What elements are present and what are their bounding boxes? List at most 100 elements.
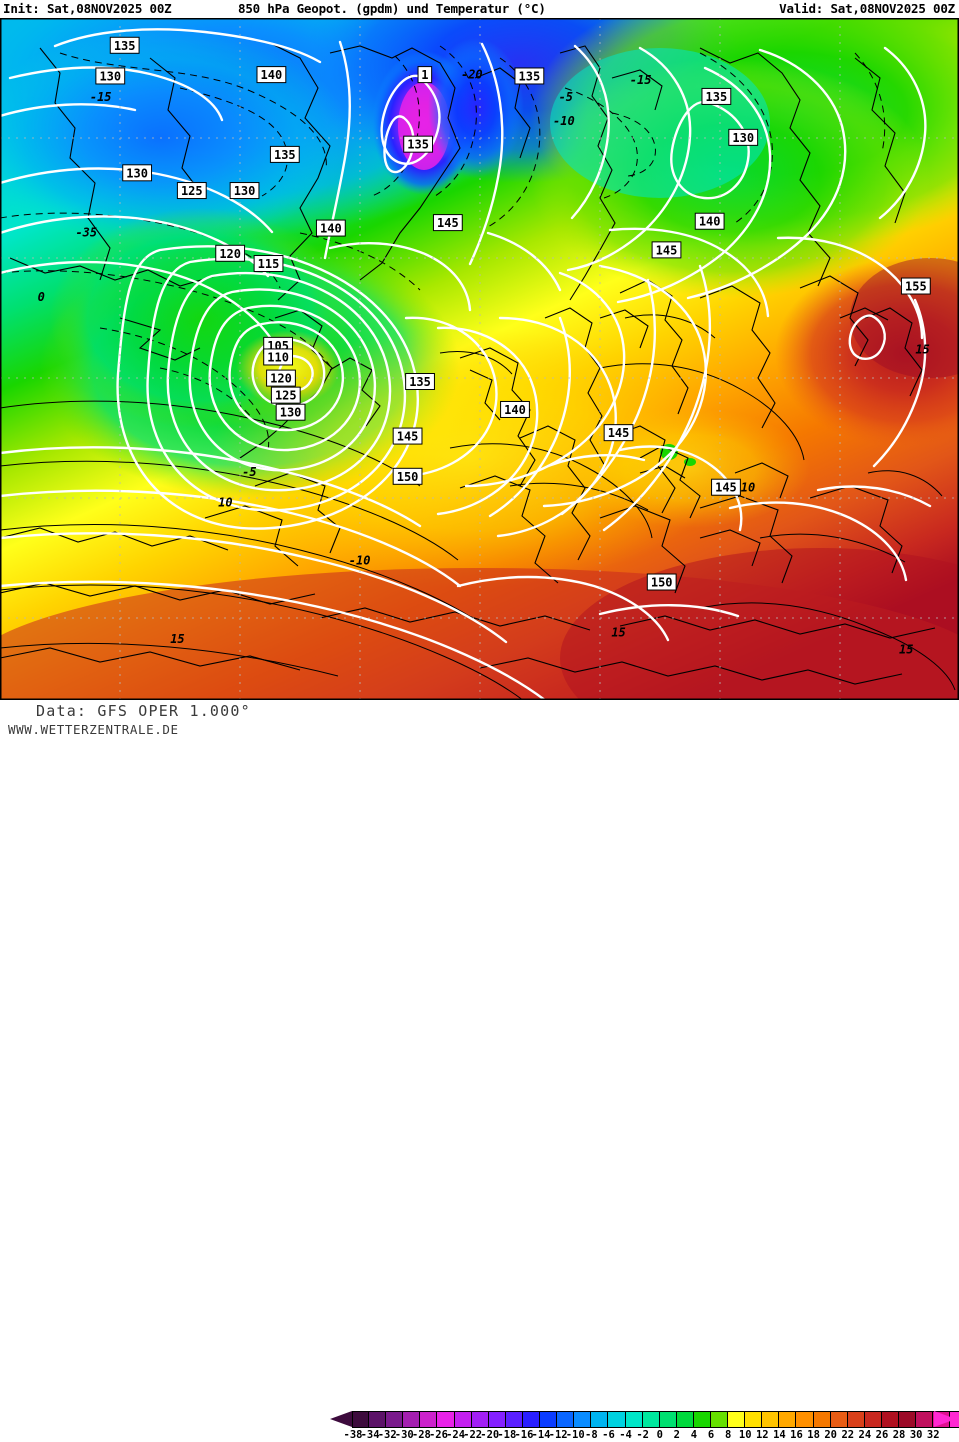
geopotential-label: 1 [417, 66, 433, 84]
svg-text:155: 155 [905, 280, 927, 294]
colorbar-tick: 6 [707, 1429, 715, 1441]
colorbar-tick: -8 [585, 1429, 598, 1441]
colorbar-swatch [386, 1411, 404, 1428]
geopotential-label: 125 [270, 386, 301, 404]
geopotential-label: 145 [392, 427, 423, 445]
svg-text:1: 1 [421, 68, 428, 82]
colorbar-tick: 26 [875, 1429, 889, 1441]
map-canvas[interactable]: 135 130 -15 140 1 -20 135 -5 -15 135 -10 135 130 135 1… [0, 18, 959, 700]
colorbar-swatch [608, 1411, 626, 1428]
geopotential-label: 120 [215, 244, 246, 262]
svg-text:-5: -5 [559, 90, 573, 104]
geopotential-label: 145 [711, 478, 741, 496]
svg-text:-10: -10 [553, 114, 575, 128]
colorbar-swatch [676, 1411, 694, 1428]
colorbar-swatch [642, 1411, 660, 1428]
colorbar-tick: -28 [411, 1429, 431, 1441]
colorbar-tick: -4 [619, 1429, 632, 1441]
svg-text:130: 130 [99, 69, 121, 83]
colorbar-swatch [505, 1411, 523, 1428]
colorbar-swatch [591, 1411, 609, 1428]
colorbar-tick: -30 [394, 1429, 414, 1441]
svg-text:135: 135 [519, 69, 541, 83]
temperature-label: 15 [899, 642, 913, 656]
colorbar-swatch [420, 1411, 438, 1428]
weather-map[interactable]: 135 130 -15 140 1 -20 135 -5 -15 135 -10 135 130 135 1… [0, 18, 959, 700]
temperature-label: 15 [611, 625, 625, 639]
colorbar-tick: -22 [463, 1429, 483, 1441]
svg-text:135: 135 [114, 39, 136, 53]
svg-text:130: 130 [234, 184, 256, 198]
colorbar-tick: 30 [909, 1429, 923, 1441]
svg-text:-15: -15 [630, 73, 652, 87]
colorbar-swatch [454, 1411, 472, 1428]
colorbar-tick: 4 [690, 1429, 698, 1441]
colorbar-tick: 22 [841, 1429, 855, 1441]
colorbar-tick-labels: -38 -34 -32 -30 -28 -26 -24 -22 -20 -18 -16 -14 -12-… [344, 1428, 950, 1442]
colorbar-tick: -20 [480, 1429, 500, 1441]
colorbar-tick: 24 [858, 1429, 872, 1441]
colorbar-swatch [557, 1411, 575, 1428]
svg-text:120: 120 [270, 372, 292, 386]
colorbar-tick: 0 [656, 1429, 663, 1441]
colorbar-swatch [437, 1411, 455, 1428]
svg-text:145: 145 [656, 243, 678, 257]
geopotential-label: 135 [405, 373, 435, 391]
geopotential-label: 135 [269, 145, 300, 163]
svg-text:145: 145 [715, 481, 737, 495]
temperature-label: -35 [75, 226, 97, 240]
temperature-label: -10 [349, 554, 371, 568]
svg-text:140: 140 [504, 403, 526, 417]
geopotential-label: 135 [403, 135, 434, 153]
svg-text:-5: -5 [242, 465, 256, 479]
svg-text:150: 150 [397, 470, 419, 484]
geopotential-label: 150 [392, 467, 423, 485]
geopotential-label: 115 [253, 255, 284, 273]
svg-text:15: 15 [170, 632, 184, 646]
colorbar-tick: 18 [807, 1429, 820, 1441]
colorbar-tick: -18 [497, 1429, 517, 1441]
geopotential-label: 155 [900, 277, 931, 295]
colorbar-tick: -16 [514, 1429, 534, 1441]
colorbar-tick: -14 [531, 1429, 551, 1441]
geopotential-label: 135 [514, 67, 545, 85]
svg-text:145: 145 [608, 426, 630, 440]
svg-text:10: 10 [218, 496, 232, 510]
chart-header: Init: Sat,08NOV2025 00Z 850 hPa Geopot. … [0, 0, 959, 18]
colorbar-tick: 8 [724, 1429, 732, 1441]
colorbar-swatch [488, 1411, 506, 1428]
svg-text:-20: -20 [461, 67, 483, 81]
colorbar-tick: 10 [738, 1429, 752, 1441]
temperature-label: 15 [915, 342, 929, 356]
svg-text:135: 135 [409, 375, 431, 389]
contour-labels: 135 130 -15 140 1 -20 135 -5 -15 135 -10 135 130 135 1… [38, 36, 931, 656]
svg-text:140: 140 [699, 215, 721, 229]
colorbar-swatch [625, 1411, 643, 1428]
colorbar-tick: -10 [565, 1429, 585, 1441]
geopotential-contours [0, 28, 932, 700]
temperature-label: -5 [559, 90, 573, 104]
svg-text:110: 110 [267, 350, 289, 364]
colorbar-swatch [881, 1411, 899, 1428]
temperature-label: -15 [630, 73, 652, 87]
svg-text:125: 125 [181, 184, 203, 198]
geopotential-label: 150 [646, 573, 677, 591]
svg-text:15: 15 [915, 342, 929, 356]
temperature-colorbar: -38 -34 -32 -30 -28 -26 -24 -22 -20 -18 -16 -14 -12-… [330, 1411, 959, 1441]
colorbar-swatch [540, 1411, 558, 1428]
colorbar-right-cap [934, 1411, 956, 1427]
colorbar-swatches [352, 1411, 959, 1428]
colorbar-swatch [352, 1411, 370, 1428]
colorbar-swatch [693, 1411, 711, 1428]
temperature-label: 10 [741, 481, 755, 495]
colorbar-swatch [847, 1411, 865, 1428]
svg-text:10: 10 [741, 481, 755, 495]
geopotential-label: 140 [256, 66, 287, 84]
temperature-label: -10 [553, 114, 575, 128]
colorbar-tick: 14 [773, 1429, 786, 1441]
colorbar-swatch [745, 1411, 763, 1428]
colorbar-swatch [574, 1411, 592, 1428]
chart-footer: Data: GFS OPER 1.000° WWW.WETTERZENTRALE… [0, 700, 959, 1441]
geopotential-label: 130 [275, 403, 306, 421]
